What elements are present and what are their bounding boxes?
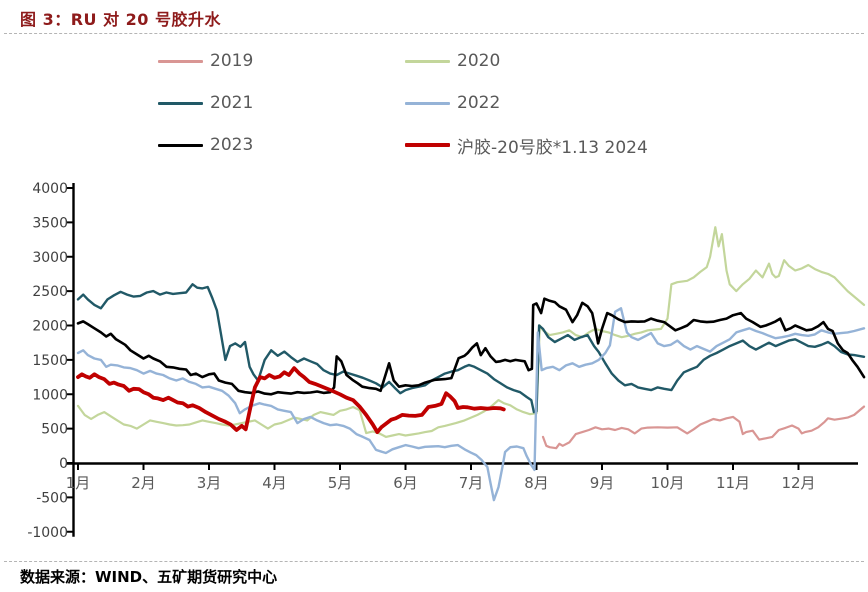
x-tick-label: 7月 bbox=[459, 474, 484, 492]
legend-item--20-1-13-2024: 沪胶-20号胶*1.13 2024 bbox=[405, 133, 648, 158]
x-tick-label: 2月 bbox=[131, 474, 156, 492]
chart-title: 图 3：RU 对 20 号胶升水 bbox=[20, 10, 221, 29]
series-line--20-1-13-2024 bbox=[76, 366, 506, 435]
legend-label: 2021 bbox=[210, 93, 254, 113]
y-tick-label: 2000 bbox=[32, 319, 68, 335]
legend-line-swatch bbox=[158, 143, 203, 147]
series-line-2022 bbox=[76, 307, 866, 502]
y-tick-label: -1000 bbox=[27, 525, 68, 541]
legend-line-swatch bbox=[405, 59, 450, 63]
series-line-2023 bbox=[76, 297, 866, 396]
x-tick-label: 11月 bbox=[716, 474, 750, 492]
x-tick-label: 9月 bbox=[590, 474, 615, 492]
x-tick-label: 8月 bbox=[524, 474, 549, 492]
legend-label: 2022 bbox=[457, 93, 501, 113]
x-tick-label: 12月 bbox=[781, 474, 815, 492]
legend-item-2020: 2020 bbox=[405, 51, 648, 71]
x-tick-label: 6月 bbox=[393, 474, 418, 492]
y-tick-label: 0 bbox=[59, 456, 68, 472]
chart-legend: 2019 2020 2021 2022 2023 沪胶-20号胶*1.13 2024 bbox=[158, 40, 648, 166]
series-line-2021 bbox=[76, 283, 866, 414]
legend-line-swatch bbox=[158, 101, 203, 105]
legend-item-2022: 2022 bbox=[405, 93, 648, 113]
bottom-divider bbox=[4, 561, 864, 562]
y-tick-label: 3500 bbox=[32, 215, 68, 231]
x-tick-label: 10月 bbox=[650, 474, 684, 492]
legend-line-swatch bbox=[405, 143, 450, 147]
series-line-2019 bbox=[541, 405, 866, 450]
x-tick-label: 4月 bbox=[262, 474, 287, 492]
y-tick-label: -500 bbox=[36, 490, 68, 506]
y-tick-label: 3000 bbox=[32, 250, 68, 266]
y-tick-label: 1500 bbox=[32, 353, 68, 369]
legend-label: 沪胶-20号胶*1.13 2024 bbox=[457, 137, 648, 158]
data-source: 数据来源：WIND、五矿期货研究中心 bbox=[20, 568, 278, 586]
x-tick-label: 1月 bbox=[66, 474, 91, 492]
legend-item-2021: 2021 bbox=[158, 93, 405, 113]
legend-label: 2020 bbox=[457, 51, 501, 71]
x-tick-label: 3月 bbox=[197, 474, 222, 492]
y-tick-label: 4000 bbox=[32, 181, 68, 197]
legend-item-2019: 2019 bbox=[158, 51, 405, 71]
legend-line-swatch bbox=[405, 101, 450, 105]
legend-label: 2019 bbox=[210, 51, 254, 71]
y-tick-label: 500 bbox=[41, 422, 68, 438]
y-tick-label: 2500 bbox=[32, 284, 68, 300]
legend-item-2023: 2023 bbox=[158, 135, 405, 155]
x-tick-label: 5月 bbox=[328, 474, 353, 492]
top-divider bbox=[4, 33, 864, 34]
legend-label: 2023 bbox=[210, 135, 254, 155]
y-tick-label: 1000 bbox=[32, 387, 68, 403]
legend-line-swatch bbox=[158, 59, 203, 63]
